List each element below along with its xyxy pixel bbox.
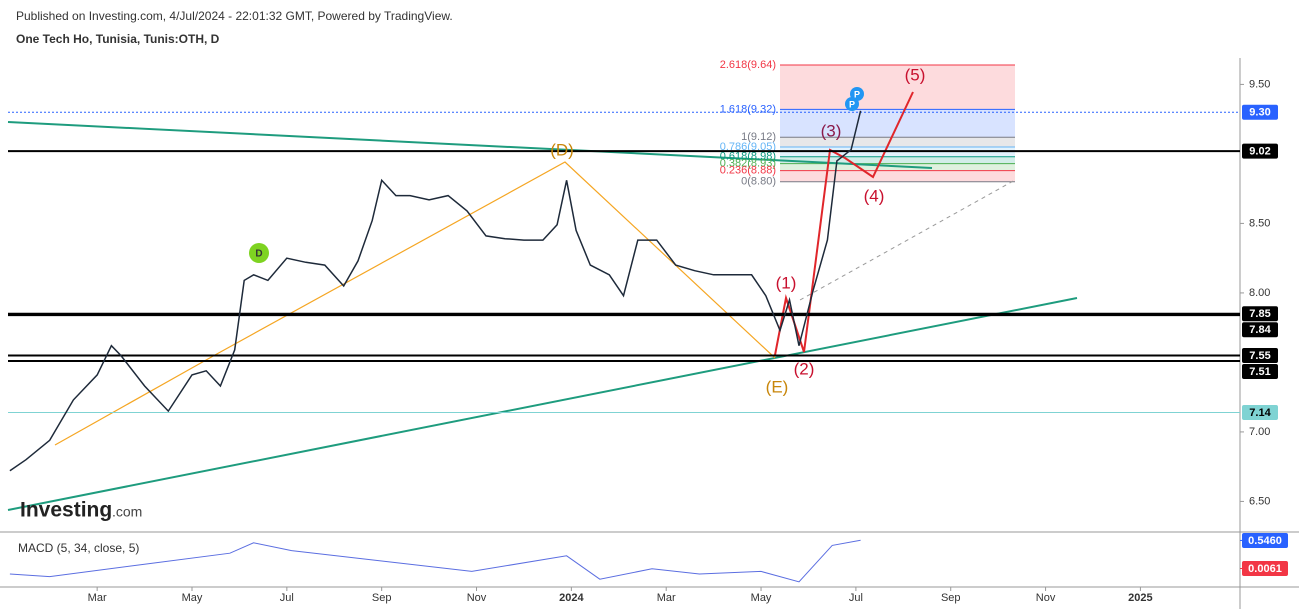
wave-label: (4) <box>864 186 885 205</box>
x-tick-label: Jul <box>849 592 863 604</box>
price-line <box>9 110 862 472</box>
wave-label: (3) <box>821 121 842 140</box>
price-badge-label: 9.02 <box>1249 146 1270 158</box>
fib-zone <box>780 137 1015 147</box>
price-badge-label: 7.85 <box>1249 308 1270 320</box>
y-tick-label: 7.00 <box>1249 426 1270 438</box>
price-badge-label: 7.84 <box>1249 324 1271 336</box>
wave-label: (E) <box>766 377 789 396</box>
fib-label: 0.236(8.88) <box>720 164 776 176</box>
watermark-suffix: .com <box>112 504 142 520</box>
fib-label: 0.382(8.93) <box>720 158 776 170</box>
fib-zone <box>780 170 1015 182</box>
x-tick-label: Mar <box>88 592 107 604</box>
fib-zone <box>780 156 1015 164</box>
x-tick-label: May <box>182 592 203 604</box>
x-tick-label: Mar <box>657 592 676 604</box>
price-badge-label: 9.30 <box>1249 107 1270 119</box>
price-badge <box>1242 306 1278 322</box>
published-note: Published on Investing.com, 4/Jul/2024 -… <box>16 9 453 23</box>
wave-label: (5) <box>905 65 926 84</box>
price-badge <box>1242 363 1278 379</box>
macd-title: MACD (5, 34, close, 5) <box>18 541 139 555</box>
wave-label: (2) <box>794 359 815 378</box>
fib-label: 0(8.80) <box>741 176 776 188</box>
x-tick-label: Nov <box>467 592 487 604</box>
wave-label: (D) <box>550 140 574 159</box>
pivot-icon <box>845 97 859 111</box>
price-badge-label: 7.14 <box>1249 407 1271 419</box>
price-badge <box>1242 143 1278 159</box>
elliott-wave <box>774 91 914 356</box>
fib-label: 2.618(9.64) <box>720 59 776 71</box>
price-badge <box>1242 347 1278 363</box>
watermark-brand: Investing <box>20 499 112 522</box>
dividend-icon-letter: D <box>255 249 262 260</box>
dividend-icon <box>249 243 269 263</box>
price-badge-label: 7.55 <box>1249 350 1270 362</box>
macd-badge <box>1242 560 1288 576</box>
fib-label: 1(9.12) <box>741 131 776 143</box>
fib-label: 0.786(9.05) <box>720 141 776 153</box>
price-badge <box>1242 322 1278 338</box>
trend-line <box>7 121 933 169</box>
pivot-icon-letter: P <box>849 99 855 109</box>
y-tick-label: 9.50 <box>1249 78 1270 90</box>
chart-title: One Tech Ho, Tunisia, Tunis:OTH, D <box>16 32 220 46</box>
projection-line <box>799 179 1016 301</box>
macd-badge <box>1242 532 1288 548</box>
macd-badge-label: 0.0061 <box>1248 563 1282 575</box>
trend-line <box>7 297 1078 511</box>
x-tick-label: 2024 <box>559 592 584 604</box>
price-badge <box>1242 104 1278 120</box>
price-badge-label: 7.51 <box>1249 366 1270 378</box>
x-tick-label: May <box>751 592 772 604</box>
x-tick-label: 2025 <box>1128 592 1152 604</box>
x-tick-label: Nov <box>1036 592 1056 604</box>
x-tick-label: Sep <box>941 592 961 604</box>
price-badge <box>1242 404 1278 420</box>
x-tick-label: Sep <box>372 592 392 604</box>
fib-zone <box>780 64 1015 110</box>
macd-badge-label: 0.5460 <box>1248 535 1282 547</box>
wave-abcde <box>54 161 776 446</box>
fib-label: 1.618(9.32) <box>720 103 776 115</box>
wave-label: (1) <box>776 273 797 292</box>
y-tick-label: 8.00 <box>1249 287 1270 299</box>
x-tick-label: Jul <box>280 592 294 604</box>
y-tick-label: 8.50 <box>1249 217 1270 229</box>
fib-label: 0.618(8.98) <box>720 151 776 163</box>
pivot-icon-letter: P <box>854 89 860 99</box>
y-tick-label: 6.50 <box>1249 495 1270 507</box>
macd-line <box>9 539 861 583</box>
